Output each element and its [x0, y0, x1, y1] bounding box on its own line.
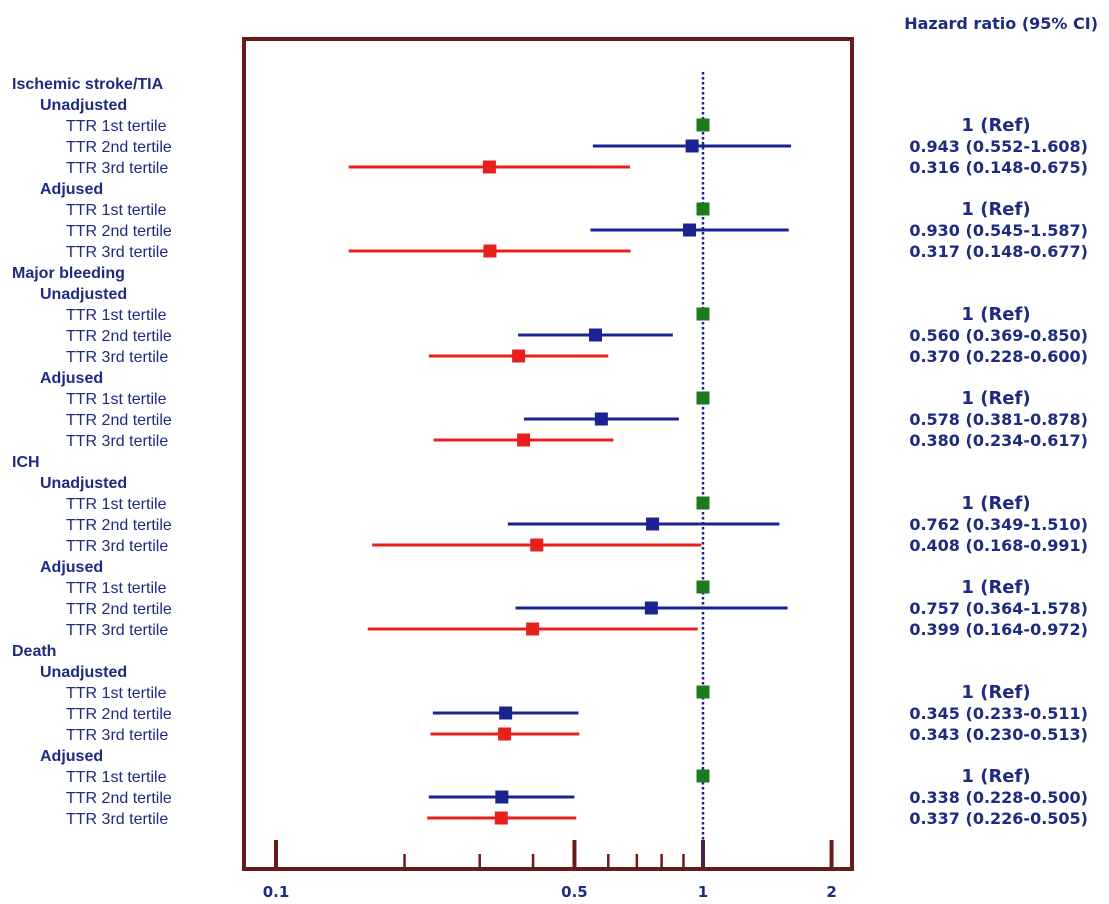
hr-point-marker [517, 433, 531, 447]
row-label: TTR 1st tertile [66, 202, 167, 219]
hazard-ratio-value: 1 (Ref) [961, 115, 1030, 136]
hazard-ratio-value: 0.337 (0.226-0.505) [909, 809, 1088, 828]
hazard-ratio-value: 0.317 (0.148-0.677) [909, 242, 1088, 261]
row-label: TTR 1st tertile [66, 580, 167, 597]
hazard-ratio-value: 0.338 (0.228-0.500) [909, 788, 1088, 807]
hazard-ratio-value: 0.370 (0.228-0.600) [909, 347, 1088, 366]
hazard-ratio-value: 0.345 (0.233-0.511) [909, 704, 1088, 723]
model-label: Adjused [40, 370, 103, 387]
hr-point-marker [696, 769, 710, 783]
hazard-ratio-value: 0.578 (0.381-0.878) [909, 410, 1088, 429]
hr-point-marker [495, 790, 509, 804]
row-label: TTR 2nd tertile [66, 412, 172, 429]
hr-point-marker [512, 349, 526, 363]
forest-rows: Ischemic stroke/TIA Unadjusted TTR 1st ter… [12, 76, 1088, 828]
x-tick-label: 0.5 [561, 883, 588, 901]
hazard-ratio-value: 1 (Ref) [961, 199, 1030, 220]
x-tick-label: 1 [698, 883, 708, 901]
row-label: TTR 1st tertile [66, 685, 167, 702]
model-label: Unadjusted [40, 664, 127, 681]
hr-point-marker [594, 412, 608, 426]
row-label: TTR 3rd tertile [66, 811, 168, 828]
hazard-ratio-value: 0.399 (0.164-0.972) [909, 620, 1088, 639]
hr-point-marker [498, 727, 512, 741]
row-label: TTR 3rd tertile [66, 622, 168, 639]
row-label: TTR 2nd tertile [66, 328, 172, 345]
hr-point-marker [526, 622, 540, 636]
hr-point-marker [499, 706, 513, 720]
plot-frame [242, 37, 854, 871]
row-label: TTR 1st tertile [66, 769, 167, 786]
model-label: Unadjusted [40, 475, 127, 492]
hazard-ratio-value: 1 (Ref) [961, 577, 1030, 598]
hazard-ratio-value: 0.316 (0.148-0.675) [909, 158, 1088, 177]
x-tick-label: 2 [826, 883, 836, 901]
hr-point-marker [483, 244, 497, 258]
row-label: TTR 2nd tertile [66, 790, 172, 807]
row-label: TTR 3rd tertile [66, 244, 168, 261]
hr-point-marker [696, 685, 710, 699]
row-label: TTR 3rd tertile [66, 727, 168, 744]
model-label: Adjused [40, 559, 103, 576]
row-label: TTR 1st tertile [66, 118, 167, 135]
hr-point-marker [696, 307, 710, 321]
hazard-ratio-value: 1 (Ref) [961, 304, 1030, 325]
hazard-ratio-value: 0.757 (0.364-1.578) [909, 599, 1088, 618]
row-label: TTR 1st tertile [66, 391, 167, 408]
hazard-ratio-value: 1 (Ref) [961, 682, 1030, 703]
model-label: Adjused [40, 748, 103, 765]
hr-point-marker [646, 517, 660, 531]
hazard-ratio-value: 0.408 (0.168-0.991) [909, 536, 1088, 555]
row-label: TTR 2nd tertile [66, 706, 172, 723]
hr-point-marker [683, 223, 697, 237]
outcome-label: Ischemic stroke/TIA [12, 76, 164, 93]
row-label: TTR 3rd tertile [66, 160, 168, 177]
hazard-ratio-column-header: Hazard ratio (95% CI) [904, 14, 1098, 33]
hr-point-marker [696, 118, 710, 132]
hr-point-marker [494, 811, 508, 825]
row-label: TTR 3rd tertile [66, 538, 168, 555]
row-label: TTR 2nd tertile [66, 601, 172, 618]
hazard-ratio-value: 1 (Ref) [961, 388, 1030, 409]
row-label: TTR 2nd tertile [66, 223, 172, 240]
hr-point-marker [696, 496, 710, 510]
row-label: TTR 2nd tertile [66, 517, 172, 534]
outcome-label: Death [12, 643, 56, 660]
hr-point-marker [588, 328, 602, 342]
hazard-ratio-value: 1 (Ref) [961, 766, 1030, 787]
row-label: TTR 3rd tertile [66, 433, 168, 450]
outcome-label: ICH [12, 454, 40, 471]
hazard-ratio-value: 0.943 (0.552-1.608) [909, 137, 1088, 156]
hazard-ratio-value: 0.343 (0.230-0.513) [909, 725, 1088, 744]
hr-point-marker [482, 160, 496, 174]
hazard-ratio-value: 0.380 (0.234-0.617) [909, 431, 1088, 450]
row-label: TTR 1st tertile [66, 496, 167, 513]
hazard-ratio-value: 0.762 (0.349-1.510) [909, 515, 1088, 534]
outcome-label: Major bleeding [12, 265, 125, 282]
hr-point-marker [685, 139, 699, 153]
model-label: Unadjusted [40, 97, 127, 114]
hr-point-marker [696, 391, 710, 405]
hr-point-marker [696, 580, 710, 594]
model-label: Unadjusted [40, 286, 127, 303]
hr-point-marker [644, 601, 658, 615]
hazard-ratio-value: 1 (Ref) [961, 493, 1030, 514]
hazard-ratio-value: 0.560 (0.369-0.850) [909, 326, 1088, 345]
x-tick-label: 0.1 [263, 883, 290, 901]
model-label: Adjused [40, 181, 103, 198]
hr-point-marker [530, 538, 544, 552]
hr-point-marker [696, 202, 710, 216]
hazard-ratio-value: 0.930 (0.545-1.587) [909, 221, 1088, 240]
row-label: TTR 2nd tertile [66, 139, 172, 156]
row-label: TTR 3rd tertile [66, 349, 168, 366]
row-label: TTR 1st tertile [66, 307, 167, 324]
